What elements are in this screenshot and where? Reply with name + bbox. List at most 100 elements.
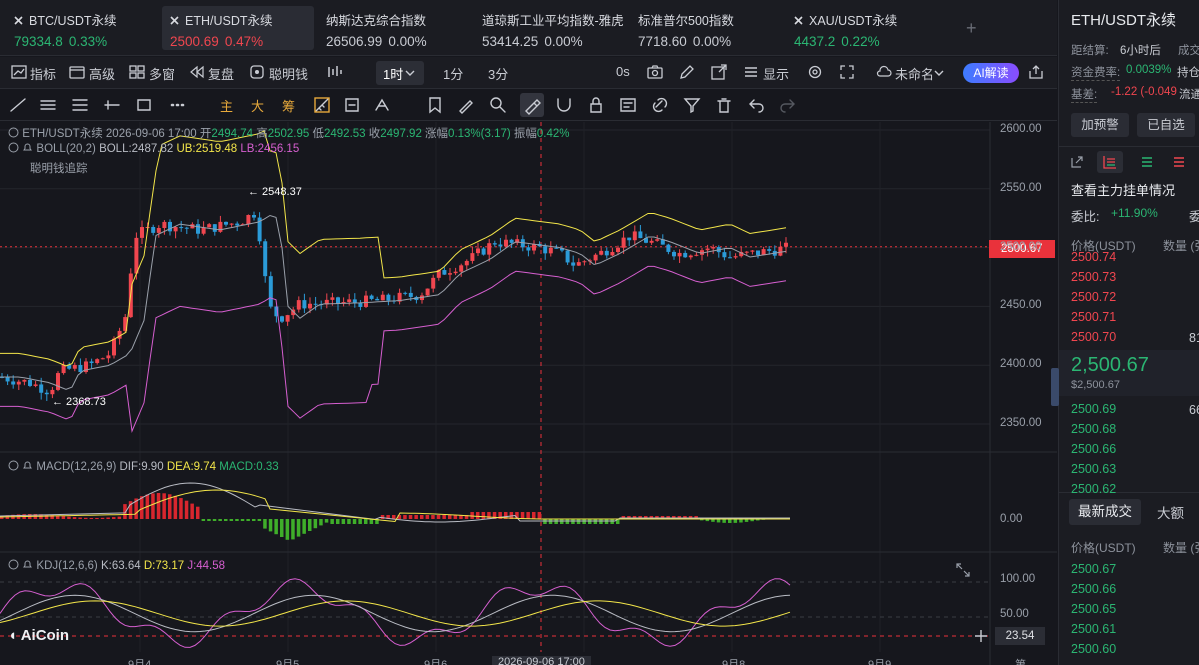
ai-analysis-button[interactable]: AI解读: [963, 63, 1019, 83]
indicator-toggle-icon[interactable]: [312, 95, 332, 115]
ask-price[interactable]: 2500.70: [1071, 330, 1117, 344]
candle-body: [291, 309, 296, 316]
chart-area[interactable]: ← 2548.37 ← 2368.73 ETH/USDT永续 2026-09-06…: [0, 122, 1057, 665]
ticker-tab[interactable]: ETH/USDT永续 2500.69 0.47%: [162, 6, 314, 50]
tab-large-trades[interactable]: 大额: [1157, 506, 1184, 521]
tab-latest-trades[interactable]: 最新成交: [1069, 499, 1141, 525]
funding-extra: 持仓: [1177, 67, 1199, 79]
bid-price[interactable]: 2500.62: [1071, 482, 1117, 496]
bid-price[interactable]: 2500.69: [1071, 402, 1117, 416]
trash-icon[interactable]: [714, 95, 734, 115]
chart-type-icon[interactable]: [325, 63, 343, 81]
bid-price[interactable]: 2500.68: [1071, 422, 1117, 436]
ruler-icon[interactable]: [312, 95, 332, 115]
orderbook-bids-icon[interactable]: [1139, 154, 1155, 170]
parallel-lines-icon[interactable]: [38, 95, 58, 115]
bid-price[interactable]: 2500.66: [1071, 442, 1117, 456]
rectangle-icon[interactable]: [134, 95, 154, 115]
bell-icon[interactable]: [22, 142, 33, 153]
ask-price[interactable]: 2500.74: [1071, 250, 1117, 264]
close-icon[interactable]: [794, 16, 803, 25]
measure-icon[interactable]: [372, 95, 392, 115]
candle-body: [543, 246, 548, 254]
timeframe-select[interactable]: [376, 61, 424, 85]
fullscreen-icon[interactable]: [838, 63, 856, 81]
filter-icon[interactable]: [682, 95, 702, 115]
share-icon[interactable]: [1027, 63, 1045, 81]
camera-icon[interactable]: [646, 63, 664, 81]
basis-label[interactable]: 基差:: [1071, 86, 1098, 103]
multi-window-button[interactable]: 多窗: [149, 67, 176, 82]
bell-icon[interactable]: [22, 460, 33, 471]
lock-icon[interactable]: [586, 95, 606, 115]
ticker-tab[interactable]: 纳斯达克综合指数 26506.99 0.00%: [318, 6, 468, 50]
panel-collapse-handle[interactable]: [1051, 368, 1059, 406]
smart-money-button[interactable]: 聪明钱: [269, 67, 309, 82]
funding-label[interactable]: 资金费率:: [1071, 64, 1121, 81]
trendline-icon[interactable]: [8, 95, 28, 115]
ticker-tab[interactable]: 道琼斯工业平均指数-雅虎 53414.25 0.00%: [474, 6, 626, 50]
expand-pane-icon[interactable]: [956, 563, 970, 577]
ticker-tab[interactable]: 标准普尔500指数 7718.60 0.00%: [630, 6, 780, 50]
draw-brush-icon[interactable]: [522, 95, 542, 115]
eye-icon[interactable]: [8, 127, 19, 138]
ask-price[interactable]: 2500.71: [1071, 310, 1117, 324]
legend-low-label: 低: [312, 128, 324, 140]
bookmark-icon[interactable]: [425, 95, 445, 115]
link-icon[interactable]: [650, 95, 670, 115]
candle-body: [44, 392, 49, 395]
ask-price[interactable]: 2500.72: [1071, 290, 1117, 304]
candle-body: [140, 227, 144, 238]
indicator-shortcut-chou[interactable]: 筹: [282, 99, 296, 114]
timeframe-1m[interactable]: 1分: [443, 67, 464, 82]
popout-icon[interactable]: [1069, 154, 1085, 170]
kdj-axis-label: 100.00: [1000, 573, 1036, 585]
replay-button[interactable]: 复盘: [208, 67, 235, 82]
add-tab-icon[interactable]: +: [966, 18, 977, 38]
replace-icon[interactable]: [342, 95, 362, 115]
eye-icon[interactable]: [8, 142, 19, 153]
plus-icon[interactable]: [975, 630, 987, 642]
cloud-icon: [876, 65, 892, 77]
zoom-icon[interactable]: [488, 95, 508, 115]
redo-icon[interactable]: [778, 95, 798, 115]
settings-icon[interactable]: [806, 63, 824, 81]
candle-body: [526, 247, 531, 251]
horizontal-lines-icon[interactable]: [70, 95, 90, 115]
close-icon[interactable]: [14, 16, 23, 25]
advanced-button[interactable]: 高级: [89, 67, 116, 82]
indicator-shortcut-da[interactable]: 大: [251, 99, 265, 114]
edit-icon[interactable]: [678, 63, 696, 81]
undo-icon[interactable]: [746, 95, 766, 115]
more-dots-icon[interactable]: [168, 95, 188, 115]
indicators-button[interactable]: 指标: [30, 67, 57, 82]
candle-body: [50, 389, 55, 395]
add-alert-button[interactable]: 加预警: [1071, 113, 1129, 137]
candle-body: [235, 223, 240, 226]
display-button[interactable]: 显示: [763, 67, 790, 82]
horizontal-ray-icon[interactable]: [102, 95, 122, 115]
template-icon[interactable]: [618, 95, 638, 115]
ticker-tab[interactable]: XAU/USDT永续 4437.2 0.22%: [786, 6, 936, 50]
eye-icon[interactable]: [8, 460, 19, 471]
magnet-icon[interactable]: [554, 95, 574, 115]
candle-body: [733, 256, 738, 258]
bid-price[interactable]: 2500.63: [1071, 462, 1117, 476]
macd-bar: [739, 519, 743, 523]
orderbook-title[interactable]: 查看主力挂单情况: [1071, 183, 1176, 198]
layout-name[interactable]: 未命名: [895, 67, 935, 82]
bell-icon[interactable]: [22, 559, 33, 570]
ticker-tab[interactable]: BTC/USDT永续 79334.8 0.33%: [6, 6, 156, 50]
eye-icon[interactable]: [8, 559, 19, 570]
boll-upper-value: UB:2519.48: [176, 143, 238, 155]
watchlist-button[interactable]: 已自选: [1137, 113, 1195, 137]
candle-body: [604, 250, 609, 256]
marker-icon[interactable]: [456, 95, 476, 115]
timeframe-3m[interactable]: 3分: [488, 67, 509, 82]
orderbook-asks-icon[interactable]: [1171, 154, 1187, 170]
chart-canvas[interactable]: ← 2548.37 ← 2368.73: [0, 122, 1057, 665]
close-icon[interactable]: [170, 16, 179, 25]
indicator-shortcut-zhu[interactable]: 主: [220, 99, 234, 114]
popout-icon[interactable]: [710, 63, 728, 81]
ask-price[interactable]: 2500.73: [1071, 270, 1117, 284]
